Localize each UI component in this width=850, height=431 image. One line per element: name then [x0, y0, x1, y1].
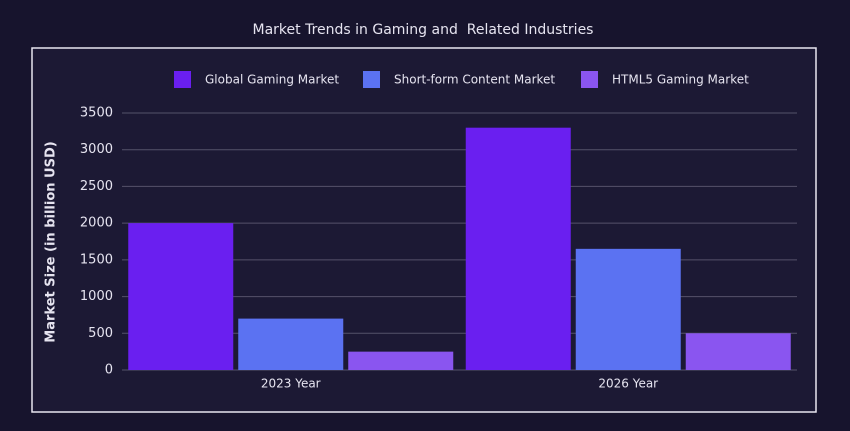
legend-label: Global Gaming Market — [205, 73, 339, 87]
y-tick-label: 0 — [105, 363, 113, 378]
bar — [685, 333, 791, 370]
bar — [128, 223, 234, 370]
y-tick-label: 3000 — [80, 142, 113, 157]
x-tick-label: 2026 Year — [598, 377, 658, 391]
chart-title: Market Trends in Gaming and Related Indu… — [253, 22, 594, 38]
y-tick-label: 1000 — [80, 289, 113, 304]
y-tick-label: 1500 — [80, 252, 113, 267]
legend-swatch — [581, 71, 598, 88]
bar — [575, 248, 681, 370]
x-tick-label: 2023 Year — [261, 377, 321, 391]
legend-label: HTML5 Gaming Market — [612, 73, 749, 87]
bar — [238, 318, 344, 370]
legend-label: Short-form Content Market — [394, 73, 555, 87]
y-tick-label: 500 — [88, 326, 113, 341]
bar — [465, 127, 571, 370]
y-tick-label: 2500 — [80, 179, 113, 194]
y-tick-label: 3500 — [80, 106, 113, 121]
legend-swatch — [363, 71, 380, 88]
y-tick-label: 2000 — [80, 216, 113, 231]
y-axis-label: Market Size (in billion USD) — [44, 141, 59, 342]
legend-swatch — [174, 71, 191, 88]
bar — [348, 351, 454, 370]
